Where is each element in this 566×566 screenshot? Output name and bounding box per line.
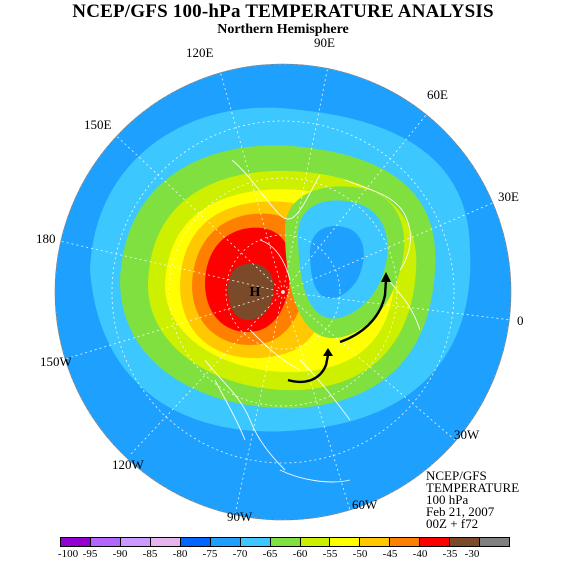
color-swatch xyxy=(61,538,91,546)
lon-label-90e: 90E xyxy=(314,35,335,50)
lon-label-150w: 150W xyxy=(40,354,72,369)
color-scale-tick-label: -30 xyxy=(464,548,480,560)
lon-label-30w: 30W xyxy=(454,427,480,442)
lon-label-60w: 60W xyxy=(352,497,378,512)
info-forecast-time: 00Z + f72 xyxy=(426,516,479,531)
color-swatch xyxy=(360,538,391,546)
band-minus35 xyxy=(228,263,274,320)
hemisphere-outline xyxy=(54,63,512,521)
color-swatch xyxy=(390,538,421,546)
coastlines xyxy=(204,159,421,483)
info-model: NCEP/GFS xyxy=(426,468,487,483)
color-swatch xyxy=(120,538,151,546)
color-scale-tick-label: -60 xyxy=(292,548,308,560)
info-variable: TEMPERATURE xyxy=(426,480,520,495)
color-scale-tick-label: -75 xyxy=(202,548,218,560)
lon-label-120e: 120E xyxy=(186,45,214,60)
color-swatch xyxy=(330,538,361,546)
map-subtitle: Northern Hemisphere xyxy=(217,22,349,37)
lon-label-150e: 150E xyxy=(84,117,112,132)
color-swatch xyxy=(90,538,121,546)
color-swatch xyxy=(180,538,211,546)
graticule xyxy=(55,64,511,520)
color-scale-tick-label: -35 xyxy=(442,548,458,560)
trajectory-arrows xyxy=(287,279,388,384)
color-scale-tick-label: -65 xyxy=(262,548,278,560)
lon-label-120w: 120W xyxy=(112,457,144,472)
color-scale-bar xyxy=(60,537,510,547)
lon-label-0: 0 xyxy=(517,313,524,328)
color-scale-tick-label: -100 xyxy=(57,548,79,560)
high-pressure-marker: H xyxy=(250,285,261,300)
color-scale-tick-label: -90 xyxy=(112,548,128,560)
color-swatch xyxy=(420,538,451,546)
cold-pool-inner xyxy=(310,226,364,299)
map-title: NCEP/GFS 100-hPa TEMPERATURE ANALYSIS xyxy=(72,1,494,22)
color-scale-tick-label: -55 xyxy=(322,548,338,560)
lon-label-60e: 60E xyxy=(427,87,448,102)
color-scale-tick-label: -70 xyxy=(232,548,248,560)
color-swatch xyxy=(240,538,271,546)
lon-label-90w: 90W xyxy=(227,509,253,524)
arrow-heads xyxy=(323,272,391,356)
color-scale-tick-label: -40 xyxy=(412,548,428,560)
color-scale-tick-label: -45 xyxy=(382,548,398,560)
color-scale-tick-label: -85 xyxy=(142,548,158,560)
color-swatch xyxy=(150,538,181,546)
lon-label-30e: 30E xyxy=(498,189,519,204)
color-swatch xyxy=(450,538,481,546)
info-level: 100 hPa xyxy=(426,492,469,507)
color-swatch xyxy=(270,538,301,546)
lon-label-180: 180 xyxy=(36,231,56,246)
color-swatch xyxy=(480,538,510,546)
color-scale-tick-label: -80 xyxy=(172,548,188,560)
color-scale-ticks: -100 -95 -90 -85 -80 -75 -70 -65 -60 -55 -50 -45 -40… xyxy=(0,548,566,562)
color-scale-tick-label: -95 xyxy=(82,548,98,560)
color-swatch xyxy=(210,538,241,546)
color-scale-tick-label: -50 xyxy=(352,548,368,560)
color-swatch xyxy=(300,538,331,546)
info-date: Feb 21, 2007 xyxy=(426,504,495,519)
info-box: NCEP/GFS TEMPERATURE 100 hPa Feb 21, 200… xyxy=(426,468,520,531)
